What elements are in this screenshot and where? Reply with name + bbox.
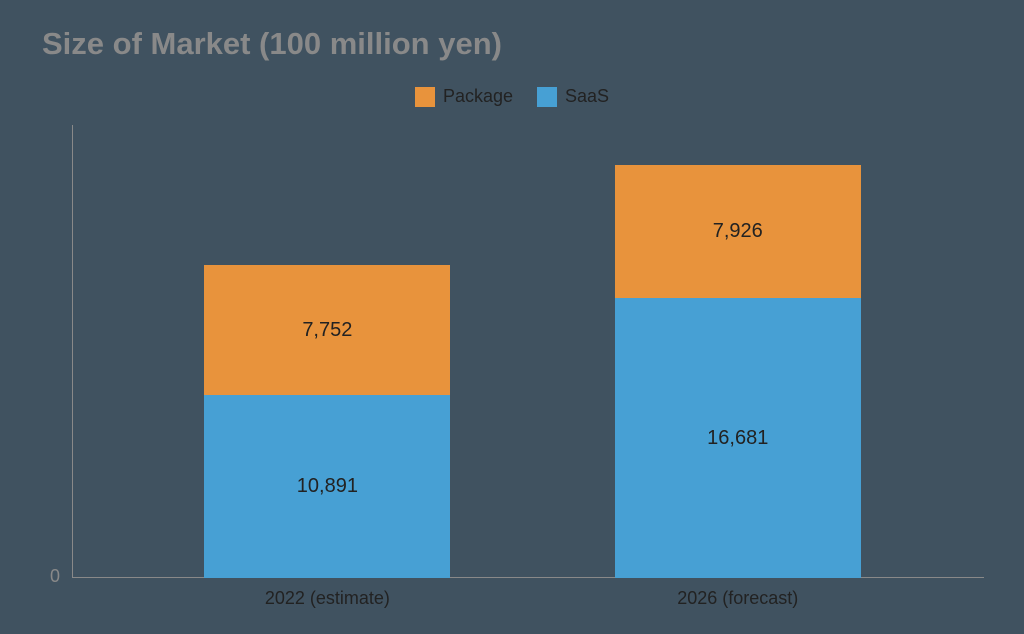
y-zero-label: 0 bbox=[50, 566, 60, 587]
bar-2022-saas: 10,891 bbox=[204, 395, 450, 578]
bars-container: 10,891 7,752 16,681 7,926 bbox=[72, 125, 984, 578]
bar-2022-package: 7,752 bbox=[204, 265, 450, 395]
legend: Package SaaS bbox=[0, 86, 1024, 107]
legend-item-saas: SaaS bbox=[537, 86, 609, 107]
legend-swatch-package bbox=[415, 87, 435, 107]
x-label-2026: 2026 (forecast) bbox=[677, 588, 798, 609]
value-2026-saas: 16,681 bbox=[707, 427, 768, 450]
legend-label-package: Package bbox=[443, 86, 513, 107]
value-2022-saas: 10,891 bbox=[297, 475, 358, 498]
bar-2026-saas: 16,681 bbox=[615, 298, 861, 578]
legend-item-package: Package bbox=[415, 86, 513, 107]
legend-swatch-saas bbox=[537, 87, 557, 107]
value-2026-package: 7,926 bbox=[713, 220, 763, 243]
market-size-chart: Size of Market (100 million yen) Package… bbox=[0, 0, 1024, 634]
value-2022-package: 7,752 bbox=[302, 319, 352, 342]
chart-title: Size of Market (100 million yen) bbox=[42, 26, 502, 62]
x-label-2022: 2022 (estimate) bbox=[265, 588, 390, 609]
bar-2026-package: 7,926 bbox=[615, 165, 861, 298]
plot-area: 10,891 7,752 16,681 7,926 bbox=[72, 125, 984, 578]
bar-group-2026: 16,681 7,926 bbox=[615, 125, 861, 578]
bar-group-2022: 10,891 7,752 bbox=[204, 125, 450, 578]
legend-label-saas: SaaS bbox=[565, 86, 609, 107]
